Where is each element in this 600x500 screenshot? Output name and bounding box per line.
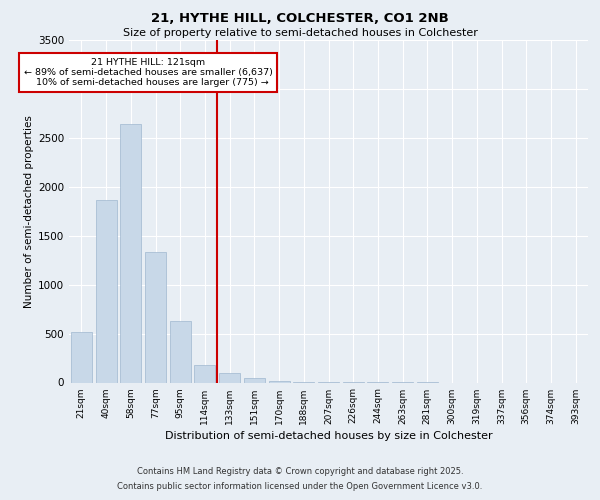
Text: 21, HYTHE HILL, COLCHESTER, CO1 2NB: 21, HYTHE HILL, COLCHESTER, CO1 2NB xyxy=(151,12,449,26)
Text: 21 HYTHE HILL: 121sqm
← 89% of semi-detached houses are smaller (6,637)
   10% o: 21 HYTHE HILL: 121sqm ← 89% of semi-deta… xyxy=(23,58,272,88)
Bar xyxy=(170,321,191,382)
Bar xyxy=(269,380,290,382)
Y-axis label: Number of semi-detached properties: Number of semi-detached properties xyxy=(24,115,34,308)
Text: Contains public sector information licensed under the Open Government Licence v3: Contains public sector information licen… xyxy=(118,482,482,491)
Bar xyxy=(95,200,116,382)
X-axis label: Distribution of semi-detached houses by size in Colchester: Distribution of semi-detached houses by … xyxy=(164,430,493,440)
Bar xyxy=(145,252,166,382)
Bar xyxy=(120,124,141,382)
Bar xyxy=(71,332,92,382)
Text: Size of property relative to semi-detached houses in Colchester: Size of property relative to semi-detach… xyxy=(122,28,478,38)
Bar xyxy=(219,372,240,382)
Text: Contains HM Land Registry data © Crown copyright and database right 2025.: Contains HM Land Registry data © Crown c… xyxy=(137,467,463,476)
Bar xyxy=(244,378,265,382)
Bar xyxy=(194,365,215,382)
